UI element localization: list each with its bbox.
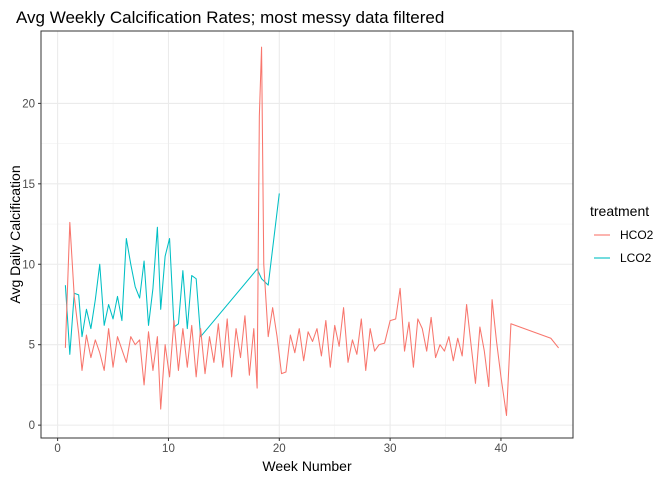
series-line-hco2 [64,46,559,417]
panel-border [40,30,574,439]
x-tick-label: 20 [273,443,286,455]
y-axis-ticks: 0 5 10 15 20 [22,98,41,432]
y-tick-label: 15 [22,179,35,191]
legend-key-lco2: LCO2 [594,251,652,265]
y-tick-label: 10 [22,259,35,271]
chart-title: Avg Weekly Calcification Rates; most mes… [16,8,444,27]
legend-key-hco2: HCO2 [594,228,654,242]
major-gridlines [41,31,573,438]
x-tick-label: 0 [54,443,60,455]
x-tick-label: 10 [162,443,175,455]
x-tick-label: 40 [495,443,508,455]
x-axis-ticks: 0 10 20 30 40 [54,438,507,455]
legend-title: treatment [590,203,649,219]
x-axis-title: Week Number [262,458,352,474]
y-tick-label: 0 [29,420,35,432]
legend-label: HCO2 [620,228,654,242]
minor-gridlines [41,31,573,438]
legend: treatment HCO2 LCO2 [590,203,654,265]
y-tick-label: 20 [22,98,35,110]
series-lines [64,46,559,417]
y-axis-title: Avg Daily Calcification [7,165,23,303]
y-tick-label: 5 [29,340,35,352]
series-line-lco2 [64,193,280,355]
legend-label: LCO2 [620,251,652,265]
x-tick-label: 30 [384,443,397,455]
